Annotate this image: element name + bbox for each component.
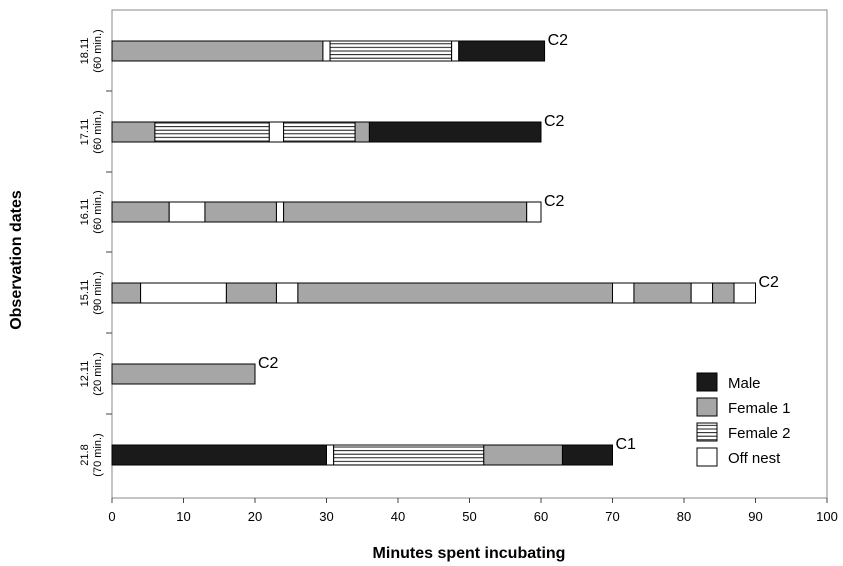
legend-swatch [696, 372, 718, 392]
bar-segment-off [451, 40, 460, 62]
bar-row-15-11: C2 15.11(90 min.) [79, 271, 779, 314]
y-category-label: 17.11(60 min.) [79, 110, 104, 153]
legend-label: Female 1 [728, 400, 791, 417]
bar-segment-female1 [483, 444, 563, 466]
x-tick-label: 80 [677, 509, 691, 524]
bar-end-label: C2 [759, 274, 780, 291]
duration-label: (90 min.) [92, 271, 104, 314]
legend-swatch [696, 422, 718, 442]
legend-item-female2: Female 2 [696, 422, 791, 442]
legend-item-female1: Female 1 [696, 397, 791, 417]
x-tick-label: 20 [248, 509, 262, 524]
bar-segment-female1 [712, 282, 735, 304]
bar-segment-female1 [111, 201, 170, 223]
bar-segment-female1 [111, 363, 256, 385]
bar-segment-off [326, 444, 335, 466]
legend-swatch [696, 397, 718, 417]
bar-segment-male [561, 444, 614, 466]
date-label: 17.11 [79, 119, 91, 146]
legend-swatch [696, 447, 718, 467]
duration-label: (70 min.) [92, 433, 104, 476]
legend-item-male: Male [696, 372, 761, 392]
bar-segment-female1 [111, 282, 142, 304]
date-label: 15.11 [79, 280, 91, 307]
date-label: 16.11 [79, 199, 91, 226]
bar-row-21-8: C1 21.8(70 min.) [79, 433, 636, 476]
bar-end-label: C2 [548, 32, 569, 49]
bar-segment-female2 [333, 444, 485, 466]
duration-label: (60 min.) [92, 29, 104, 72]
bar-row-12-11: C2 12.11(20 min.) [79, 352, 279, 395]
x-tick-label: 30 [319, 509, 333, 524]
bar-segment-female1 [111, 121, 156, 143]
bar-segment-off [275, 282, 299, 304]
date-label: 12.11 [79, 361, 91, 388]
x-tick-label: 100 [816, 509, 838, 524]
x-tick-label: 10 [176, 509, 190, 524]
x-tick-label: 50 [462, 509, 476, 524]
bar-segment-male [111, 444, 327, 466]
bar-segment-off [690, 282, 714, 304]
duration-label: (60 min.) [92, 190, 104, 233]
bar-segment-female1 [283, 201, 528, 223]
y-category-label: 18.11(60 min.) [79, 29, 104, 72]
bar-segment-female1 [354, 121, 370, 143]
bar-end-label: C2 [258, 355, 279, 372]
legend-label: Off nest [728, 450, 781, 467]
plot-frame [111, 9, 828, 499]
y-category-label: 12.11(20 min.) [79, 352, 104, 395]
x-axis-title: Minutes spent incubating [373, 545, 566, 562]
bar-segment-female2 [283, 121, 356, 143]
y-category-label: 15.11(90 min.) [79, 271, 104, 314]
y-axis-title: Observation dates [8, 190, 25, 330]
bar-row-16-11: C2 16.11(60 min.) [79, 190, 565, 233]
bar-segment-off [140, 282, 227, 304]
y-category-label: 21.8(70 min.) [79, 433, 104, 476]
x-tick-label: 70 [605, 509, 619, 524]
bar-segment-female2 [154, 121, 270, 143]
bar-segment-off [268, 121, 285, 143]
bar-segment-off [526, 201, 542, 223]
x-tick-label: 40 [391, 509, 405, 524]
legend: Male Female 1 Female 2 Off nest [696, 372, 791, 467]
legend-label: Female 2 [728, 425, 791, 442]
x-tick-label: 60 [534, 509, 548, 524]
bar-segment-female1 [225, 282, 277, 304]
bar-segment-off [733, 282, 756, 304]
bar-segment-off [612, 282, 635, 304]
bar-segment-off [322, 40, 331, 62]
bar-segment-female1 [204, 201, 277, 223]
bar-row-18-11: C2 18.11(60 min.) [79, 29, 568, 72]
bar-end-label: C1 [616, 436, 637, 453]
duration-label: (20 min.) [92, 352, 104, 395]
bar-segment-male [458, 40, 546, 62]
legend-label: Male [728, 375, 761, 392]
duration-label: (60 min.) [92, 110, 104, 153]
bar-row-17-11: C2 17.11(60 min.) [79, 110, 565, 153]
bar-end-label: C2 [544, 193, 565, 210]
bar-segment-female1 [297, 282, 613, 304]
bar-segment-off [275, 201, 285, 223]
bar-segment-female1 [111, 40, 324, 62]
bar-segment-female2 [329, 40, 453, 62]
bar-end-label: C2 [544, 113, 565, 130]
legend-item-off: Off nest [696, 447, 781, 467]
date-label: 21.8 [79, 444, 91, 465]
bar-segment-off [168, 201, 206, 223]
bar-segment-male [368, 121, 542, 143]
x-tick-label: 90 [748, 509, 762, 524]
bar-segment-female1 [633, 282, 692, 304]
y-category-label: 16.11(60 min.) [79, 190, 104, 233]
date-label: 18.11 [79, 38, 91, 65]
x-tick-label: 0 [108, 509, 115, 524]
